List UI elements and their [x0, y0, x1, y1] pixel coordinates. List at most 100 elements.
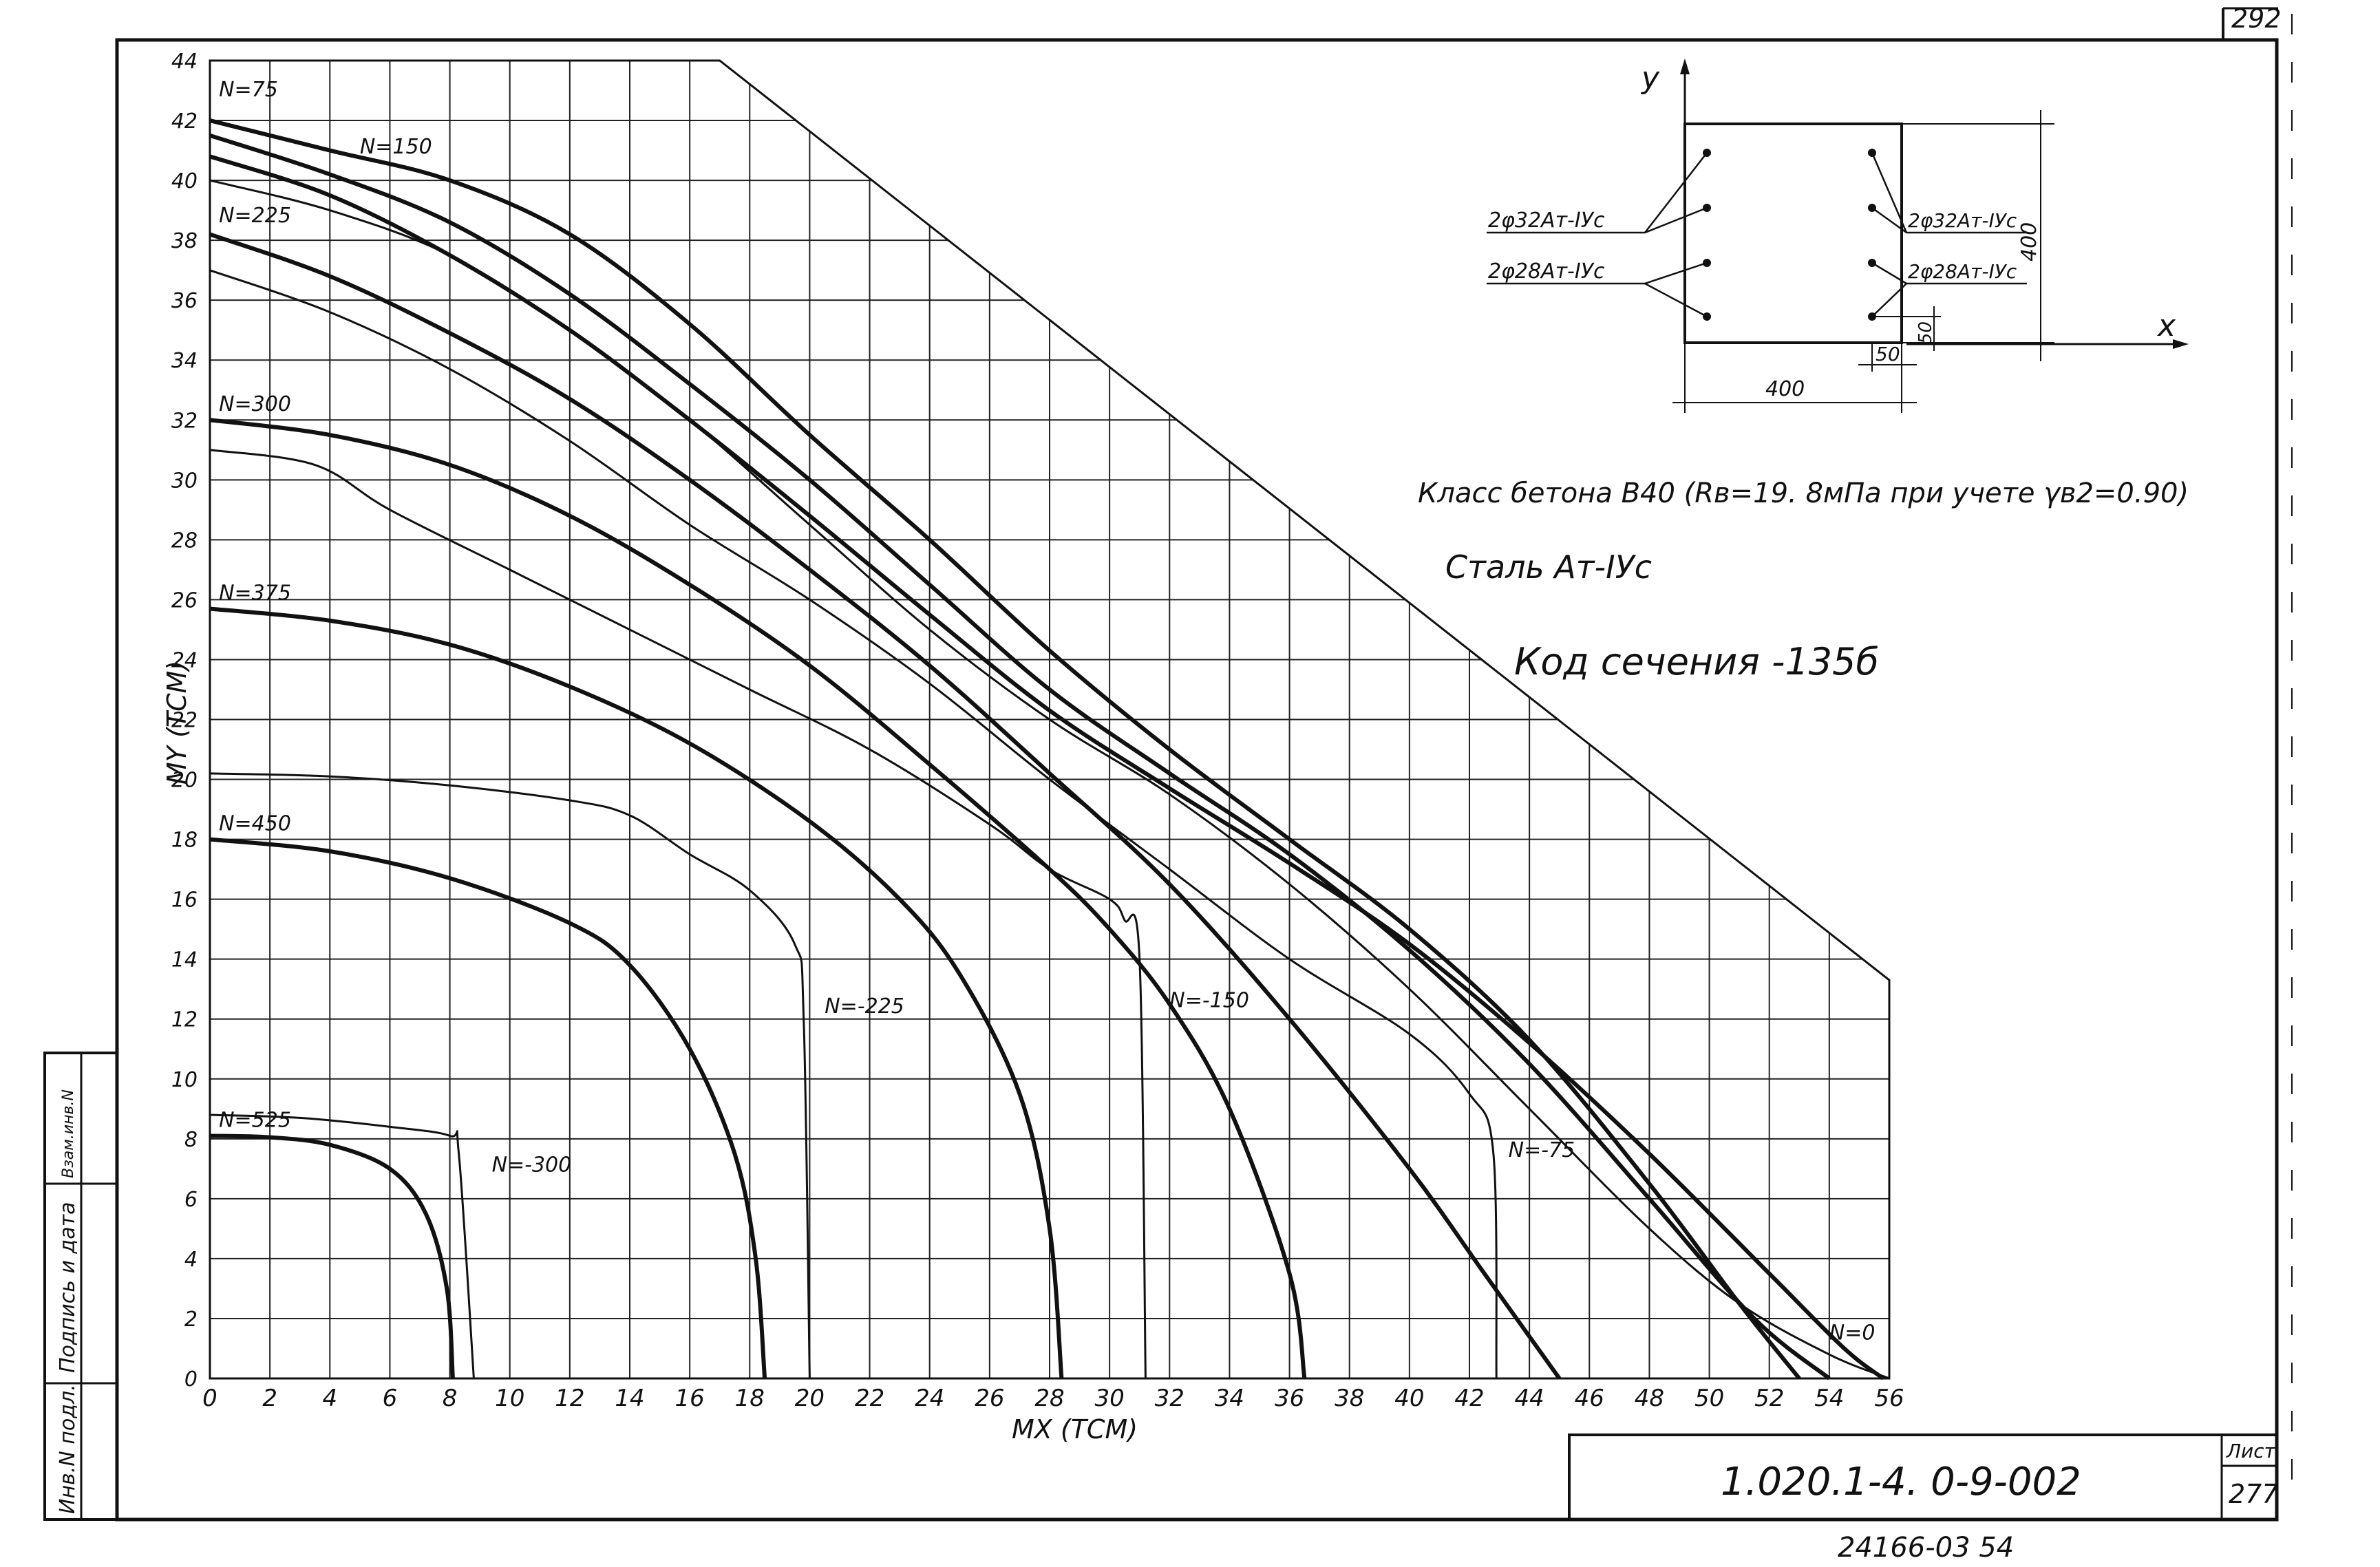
y-tick-label: 6 [184, 1188, 198, 1212]
side-stamp: Инв.N подл. Подпись и дата Взам.инв.N [43, 1052, 118, 1521]
title-block: 1.020.1-4. 0-9-002 Лист 277 [1568, 1433, 2279, 1521]
x-tick-label: 56 [1874, 1385, 1904, 1412]
y-tick-label: 42 [171, 109, 198, 134]
sheet-number-top: 292 [2231, 3, 2282, 34]
curve-label: N=-300 [492, 1153, 572, 1177]
chart-curves [209, 118, 1890, 1381]
sheet-value: 277 [2229, 1479, 2279, 1509]
curve-label: N=-225 [825, 994, 904, 1019]
x-tick-label: 36 [1275, 1385, 1304, 1412]
x-tick-label: 16 [675, 1385, 705, 1412]
leader-line [1871, 206, 1907, 234]
x-tick-label: 4 [322, 1385, 337, 1412]
y-tick-label: 22 [171, 709, 198, 733]
y-tick-label: 8 [184, 1128, 198, 1152]
curve-label: N=0 [1829, 1321, 1876, 1345]
rebar-label-left-1: 2φ32Ат-ІУс [1488, 209, 1605, 233]
y-tick-label: 34 [171, 349, 198, 373]
x-tick-label: 52 [1754, 1385, 1784, 1412]
sheet-frame [115, 38, 2279, 1522]
dim-cover-y: 50 [1915, 321, 1936, 344]
curve-n-525 [209, 1133, 455, 1379]
curve-n-minus-300 [209, 772, 811, 1379]
curve-n-minus-450 [209, 1113, 475, 1379]
x-tick-label: 2 [262, 1385, 277, 1412]
y-tick-label: 36 [171, 289, 198, 313]
rebar-label-right-1: 2φ32Ат-ІУс [1908, 209, 2017, 232]
y-tick-label: 30 [171, 469, 198, 493]
curve-n-0 [209, 154, 1885, 1381]
dim-cover-x: 50 [1876, 343, 1900, 365]
y-tick-label: 44 [171, 50, 198, 74]
x-tick-label: 48 [1635, 1385, 1664, 1412]
x-tick-label: 20 [795, 1385, 825, 1412]
x-tick-label: 26 [975, 1385, 1004, 1412]
x-tick-label: 46 [1575, 1385, 1604, 1412]
y-tick-label: 24 [171, 648, 198, 672]
cross-section: y x 2φ32Ат-ІУс 2φ28Ат-ІУс 2φ32Ат-ІУс 2φ2… [1487, 58, 2189, 413]
curve-label: N=300 [219, 392, 291, 416]
x-tick-label: 34 [1215, 1385, 1244, 1412]
x-tick-label: 6 [383, 1385, 398, 1412]
x-tick-label: 44 [1515, 1385, 1544, 1412]
curve-label: N=150 [360, 135, 432, 159]
x-tick-label: 10 [495, 1385, 524, 1412]
leader-line [1644, 282, 1708, 318]
bottom-number: 24166-03 54 [1838, 1532, 2014, 1564]
y-tick-label: 0 [184, 1367, 198, 1392]
interaction-chart: N=75 N=150 N=225 N=300 N=375 N=450 N=525 N=-300… [162, 50, 1904, 1445]
steel-note: Сталь Ат-ІУс [1445, 548, 1652, 586]
x-tick-label: 12 [555, 1385, 584, 1412]
curve-label: N=225 [219, 204, 291, 228]
y-tick-label: 10 [171, 1068, 198, 1092]
title-block-frame [1568, 1433, 2278, 1521]
y-tick-label: 16 [171, 888, 198, 913]
x-tick-labels: 0 2 4 6 8 10 12 14 16 18 20 22 24 26 28 30 32 34 36 38 40 42 4… [202, 1385, 1904, 1412]
x-axis-label: MX (ТСМ) [1012, 1414, 1138, 1445]
x-tick-label: 50 [1694, 1385, 1724, 1412]
sheet-label: Лист [2226, 1440, 2276, 1462]
x-tick-label: 0 [202, 1385, 217, 1412]
x-tick-label: 28 [1034, 1385, 1064, 1412]
y-tick-label: 2 [184, 1308, 198, 1332]
x-tick-label: 54 [1814, 1385, 1844, 1412]
x-tick-label: 24 [915, 1385, 944, 1412]
rebar-label-right-2: 2φ28Ат-ІУс [1908, 260, 2017, 283]
leader-line [1871, 152, 1908, 233]
x-tick-label: 22 [855, 1385, 884, 1412]
x-tick-label: 30 [1095, 1385, 1125, 1412]
y-tick-label: 4 [184, 1248, 198, 1272]
x-tick-label: 32 [1155, 1385, 1184, 1412]
section-y-arrow [1680, 58, 1690, 74]
leader-line [1871, 262, 1907, 285]
curve-n-225 [209, 232, 1562, 1380]
x-tick-label: 40 [1394, 1385, 1424, 1412]
y-tick-label: 20 [171, 769, 198, 793]
rebar-label-left-2: 2φ28Ат-ІУс [1488, 259, 1605, 284]
stamp-signature: Подпись и дата [56, 1202, 80, 1374]
y-tick-label: 26 [171, 588, 198, 612]
curve-label: N=75 [219, 78, 278, 102]
y-tick-label: 28 [171, 529, 198, 553]
leader-line [1644, 152, 1708, 233]
y-tick-label: 14 [171, 948, 198, 972]
curve-n-75 [209, 118, 1801, 1380]
section-x-arrow [2173, 339, 2189, 349]
grid-boundary [209, 59, 1891, 1380]
x-tick-label: 14 [615, 1385, 644, 1412]
doc-code: 1.020.1-4. 0-9-002 [1721, 1460, 2081, 1504]
chart-curve-labels: N=75 N=150 N=225 N=300 N=375 N=450 N=525 N=-300… [219, 78, 1875, 1345]
curve-n-minus-225 [209, 449, 1147, 1379]
section-x-label: x [2156, 308, 2176, 343]
stamp-inventory: Инв.N подл. [56, 1384, 80, 1514]
dim-width: 400 [1765, 377, 1805, 401]
y-tick-label: 38 [171, 229, 198, 253]
section-y-label: y [1640, 61, 1660, 96]
curve-n-300 [209, 418, 1307, 1379]
curve-label: N=450 [219, 812, 291, 836]
curve-label: N=375 [219, 581, 291, 605]
x-tick-label: 8 [443, 1385, 458, 1412]
section-outline [1683, 122, 1903, 344]
y-tick-label: 40 [171, 169, 198, 193]
